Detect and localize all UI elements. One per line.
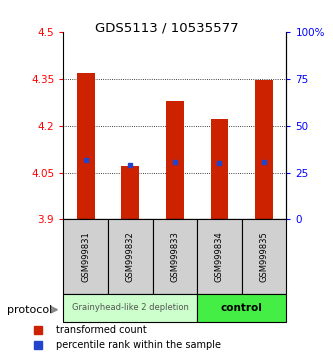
Text: GSM999832: GSM999832 bbox=[126, 231, 135, 282]
Bar bbox=[77, 73, 95, 219]
Text: GDS5113 / 10535577: GDS5113 / 10535577 bbox=[95, 21, 238, 34]
Bar bbox=[153, 219, 197, 294]
Text: control: control bbox=[221, 303, 263, 313]
Text: GSM999834: GSM999834 bbox=[215, 231, 224, 282]
Text: transformed count: transformed count bbox=[56, 325, 147, 335]
Bar bbox=[108, 219, 153, 294]
Bar bbox=[197, 294, 286, 322]
Text: Grainyhead-like 2 depletion: Grainyhead-like 2 depletion bbox=[72, 303, 188, 313]
Bar bbox=[166, 101, 184, 219]
Bar bbox=[121, 166, 139, 219]
Text: GSM999831: GSM999831 bbox=[81, 231, 90, 282]
Bar bbox=[242, 219, 286, 294]
Bar bbox=[63, 294, 197, 322]
Text: GSM999835: GSM999835 bbox=[259, 231, 269, 282]
Bar bbox=[255, 80, 273, 219]
Text: percentile rank within the sample: percentile rank within the sample bbox=[56, 340, 220, 350]
Bar bbox=[197, 219, 242, 294]
Bar bbox=[210, 119, 228, 219]
Text: protocol: protocol bbox=[7, 305, 52, 315]
Text: GSM999833: GSM999833 bbox=[170, 231, 179, 282]
Bar bbox=[63, 219, 108, 294]
